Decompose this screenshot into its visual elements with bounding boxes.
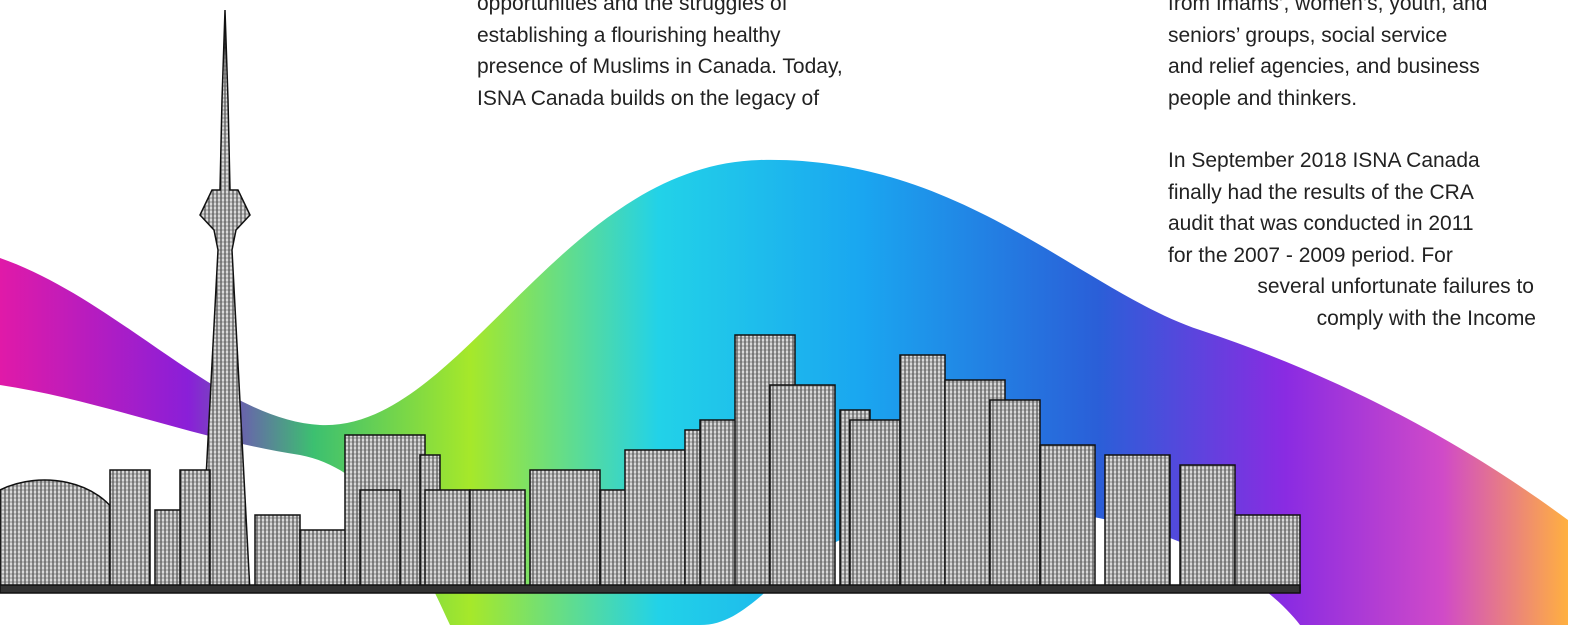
- text-line: seniors’ groups, social service: [1168, 23, 1448, 47]
- text-line: and relief agencies, and business: [1168, 55, 1480, 78]
- text-line: finally had the results of the CRA: [1168, 180, 1474, 204]
- text-line: comply with the Income: [1316, 307, 1536, 330]
- building: [179, 469, 211, 593]
- text-line: from Imams’, women’s, youth, and: [1168, 0, 1488, 15]
- building: [299, 529, 351, 593]
- building: [109, 469, 151, 593]
- text-line: for the 2007 - 2009 period. For: [1168, 243, 1453, 267]
- skyline: [0, 9, 1301, 594]
- text-line: ISNA Canada builds on the legacy of: [477, 86, 820, 110]
- building: [1234, 514, 1301, 593]
- text-line: In September 2018 ISNA Canada: [1168, 149, 1480, 172]
- cn-tower: [199, 9, 251, 593]
- building: [849, 419, 901, 593]
- building: [469, 489, 526, 593]
- ground: [0, 584, 1301, 594]
- building: [769, 384, 836, 593]
- building: [899, 354, 946, 593]
- building: [529, 469, 601, 593]
- text-line: opportunities and the struggles of: [477, 0, 788, 15]
- building: [424, 489, 471, 593]
- building: [254, 514, 301, 593]
- stadium: [0, 479, 121, 591]
- building: [359, 489, 401, 593]
- building: [1104, 454, 1171, 593]
- text-line: presence of Muslims in Canada. Today,: [477, 55, 843, 78]
- building: [1179, 464, 1236, 593]
- building: [1039, 444, 1096, 593]
- text-line: several unfortunate failures to: [1257, 275, 1534, 299]
- building: [624, 449, 686, 593]
- text-line: audit that was conducted in 2011: [1168, 212, 1474, 236]
- text-line: establishing a flourishing healthy: [477, 23, 781, 47]
- text-line: people and thinkers.: [1168, 86, 1358, 110]
- building: [989, 399, 1041, 593]
